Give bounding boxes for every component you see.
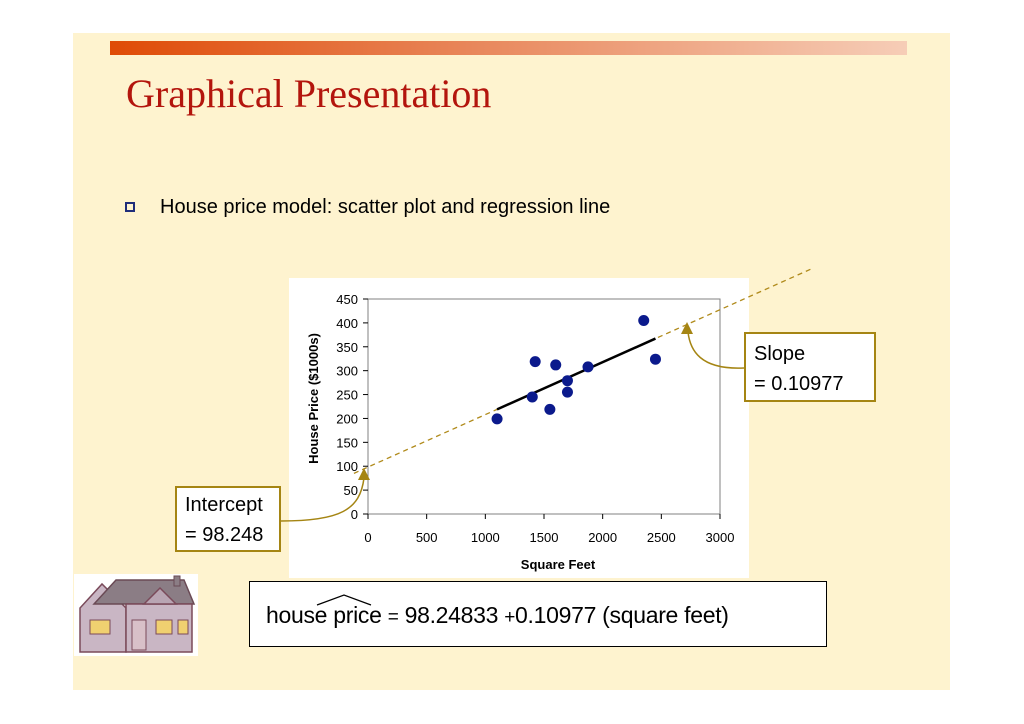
- data-point: [638, 315, 650, 326]
- x-tick-label: 2000: [588, 530, 617, 545]
- x-tick-label: 2500: [647, 530, 676, 545]
- slope-callout: Slope = 0.10977: [744, 332, 876, 402]
- x-tick-label: 0: [364, 530, 371, 545]
- x-axis-label: Square Feet: [521, 557, 596, 572]
- bullet-text: House price model: scatter plot and regr…: [160, 196, 611, 218]
- data-point: [529, 356, 541, 368]
- plot-frame: [367, 298, 721, 515]
- y-tick-label: 100: [336, 459, 358, 474]
- formula-term: (square feet): [602, 602, 729, 628]
- y-tick-label: 0: [351, 507, 358, 522]
- slope-arrow-head: [681, 322, 693, 334]
- regression-formula: house price = 98.24833 +0.10977 (square …: [266, 602, 729, 629]
- slope-label: Slope: [754, 343, 806, 365]
- data-point: [561, 386, 573, 398]
- slope-arrow: [687, 331, 745, 369]
- formula-slope: 0.10977: [515, 602, 597, 628]
- regression-line: [496, 337, 656, 411]
- x-tick-label: 1500: [530, 530, 559, 545]
- bullet-square-icon: [125, 202, 135, 212]
- intercept-value: = 98.248: [185, 524, 264, 546]
- hat-icon: [316, 594, 372, 606]
- slide-title: Graphical Presentation: [126, 71, 492, 116]
- data-point: [491, 413, 503, 425]
- y-tick-label: 400: [336, 316, 358, 331]
- formula-plus: +: [504, 607, 516, 628]
- data-point: [526, 391, 538, 403]
- y-tick-label: 200: [336, 411, 358, 426]
- data-point: [550, 359, 562, 371]
- regression-formula-box: house price = 98.24833 +0.10977 (square …: [249, 581, 827, 647]
- y-tick-label: 150: [336, 435, 358, 450]
- data-point: [561, 375, 573, 387]
- formula-intercept: 98.24833: [404, 602, 499, 628]
- formula-lhs: house price: [266, 602, 382, 628]
- house-icon: [74, 574, 198, 656]
- intercept-callout: Intercept = 98.248: [175, 486, 281, 552]
- y-tick-label: 450: [336, 292, 358, 307]
- x-tick-label: 1000: [471, 530, 500, 545]
- data-point: [544, 403, 556, 415]
- data-point: [649, 353, 661, 365]
- y-axis-label: House Price ($1000s): [306, 333, 321, 464]
- intercept-label: Intercept: [185, 494, 263, 516]
- formula-equals: =: [387, 607, 399, 628]
- y-tick-label: 300: [336, 364, 358, 379]
- data-point: [582, 361, 594, 373]
- intercept-arrow-head: [358, 468, 370, 480]
- extended-regression-line: [353, 267, 815, 474]
- intercept-arrow: [280, 477, 365, 522]
- y-tick-label: 50: [344, 483, 358, 498]
- x-tick-label: 500: [416, 530, 438, 545]
- slope-value: = 0.10977: [754, 373, 844, 395]
- x-tick-label: 3000: [706, 530, 735, 545]
- title-accent-bar: [110, 41, 907, 55]
- y-tick-label: 350: [336, 340, 358, 355]
- y-tick-label: 250: [336, 388, 358, 403]
